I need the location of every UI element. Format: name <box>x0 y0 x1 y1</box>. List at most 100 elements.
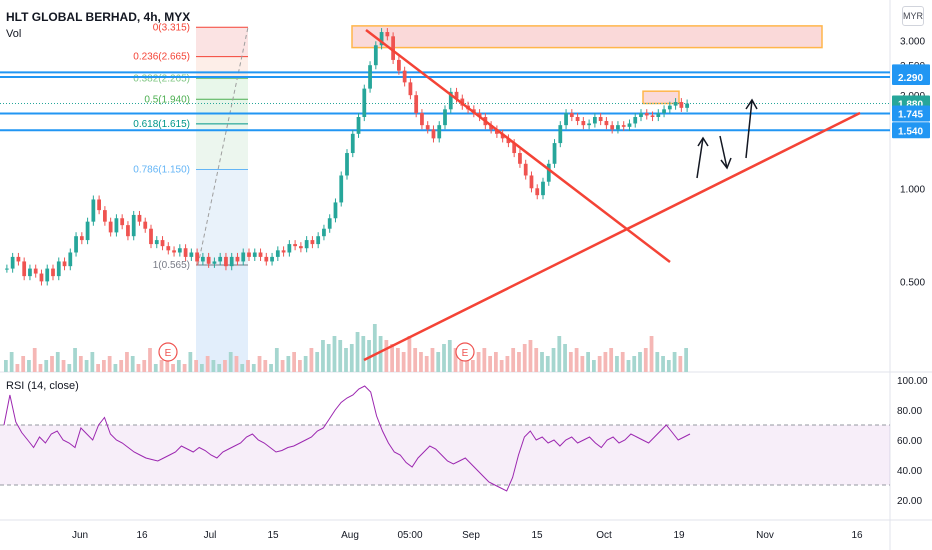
candle-body <box>62 261 67 267</box>
candle-body <box>310 240 315 245</box>
candle-body <box>506 138 511 144</box>
volume-bar <box>378 336 383 372</box>
candle-body <box>293 244 297 247</box>
candle-body <box>45 268 50 282</box>
candle-body <box>564 113 568 126</box>
volume-bar <box>246 360 250 372</box>
candle-body <box>247 252 251 257</box>
volume-bar <box>176 360 181 372</box>
candle-body <box>241 252 246 262</box>
time-axis-label: Aug <box>341 530 359 541</box>
volume-bar <box>453 348 458 372</box>
volume-bar <box>684 348 688 372</box>
candle-body <box>177 248 182 253</box>
volume-bar <box>274 348 279 372</box>
rsi-axis-label: 80.00 <box>897 406 922 417</box>
volume-bar <box>102 360 106 372</box>
volume-bar <box>505 356 510 372</box>
volume-bar <box>494 352 498 372</box>
candle-body <box>316 236 321 245</box>
arrow-up-1 <box>696 137 704 179</box>
candle-body <box>443 109 447 126</box>
fib-level-label: 0.618(1.615) <box>133 119 190 130</box>
volume-bar <box>367 340 371 372</box>
volume-bar <box>257 356 262 372</box>
volume-bar <box>499 360 504 372</box>
volume-bar <box>171 364 175 372</box>
volume-bar <box>303 356 308 372</box>
candle-body <box>379 32 384 46</box>
candle-body <box>552 143 557 164</box>
candle-body <box>189 252 194 257</box>
candle-body <box>79 236 84 241</box>
candle-body <box>350 133 355 154</box>
volume-bar <box>655 352 660 372</box>
volume-bar <box>643 348 648 372</box>
fib-band <box>196 99 248 124</box>
candle-body <box>616 125 620 130</box>
candle-body <box>593 117 597 124</box>
time-axis-label: 16 <box>136 530 148 541</box>
volume-bar <box>470 360 475 372</box>
volume-bar <box>545 356 550 372</box>
volume-bar <box>205 356 210 372</box>
volume-bar <box>234 356 239 372</box>
volume-bar <box>15 364 20 372</box>
volume-bar <box>672 352 677 372</box>
volume-bar <box>73 348 77 372</box>
volume-bar <box>442 344 446 372</box>
candle-body <box>270 256 274 262</box>
volume-bar <box>32 348 37 372</box>
candle-body <box>610 125 615 130</box>
volume-bar <box>580 356 585 372</box>
time-axis-label: Sep <box>462 530 480 541</box>
candle-body <box>397 59 401 71</box>
volume-bar <box>338 340 343 372</box>
volume-bar <box>597 356 602 372</box>
fib-band <box>196 78 248 100</box>
candle-body <box>97 199 101 211</box>
rsi-axis-label: 20.00 <box>897 496 922 507</box>
candle-body <box>362 88 367 118</box>
candle-body <box>126 225 130 237</box>
price-tag <box>892 68 930 85</box>
earnings-marker <box>158 342 178 362</box>
volume-bar <box>326 344 331 372</box>
volume-bar <box>528 340 533 372</box>
price-axis-label: 1.000 <box>900 184 925 195</box>
candle-body <box>91 199 96 222</box>
volume-bar <box>592 360 596 372</box>
candle-body <box>333 202 338 219</box>
volume-label: Vol <box>6 28 22 40</box>
time-axis-label: 19 <box>673 530 685 541</box>
candle-body <box>299 246 303 249</box>
volume-bar <box>476 352 481 372</box>
volume-bar <box>563 344 567 372</box>
volume-bar <box>78 356 83 372</box>
candle-body <box>535 188 540 196</box>
time-axis-label: Nov <box>756 530 774 541</box>
candle-body <box>108 221 113 233</box>
currency-button[interactable]: MYR <box>902 6 924 26</box>
volume-bar <box>661 356 665 372</box>
candle-body <box>345 153 349 176</box>
resistance-zone-small <box>642 90 680 105</box>
volume-bar <box>50 356 54 372</box>
earnings-marker-label: E <box>462 348 469 359</box>
volume-bar <box>638 352 642 372</box>
volume-bar <box>396 348 400 372</box>
volume-bar <box>269 364 273 372</box>
candle-body <box>391 36 395 60</box>
candle-body <box>206 256 211 264</box>
candle-body <box>149 228 153 245</box>
candle-body <box>650 115 655 118</box>
price-tag <box>892 122 930 139</box>
volume-bar <box>459 352 464 372</box>
volume-bar <box>90 352 95 372</box>
volume-bar <box>609 348 614 372</box>
candle-body <box>172 250 176 253</box>
candle-body <box>639 113 643 118</box>
candle-body <box>454 91 459 99</box>
candle-body <box>154 240 159 245</box>
